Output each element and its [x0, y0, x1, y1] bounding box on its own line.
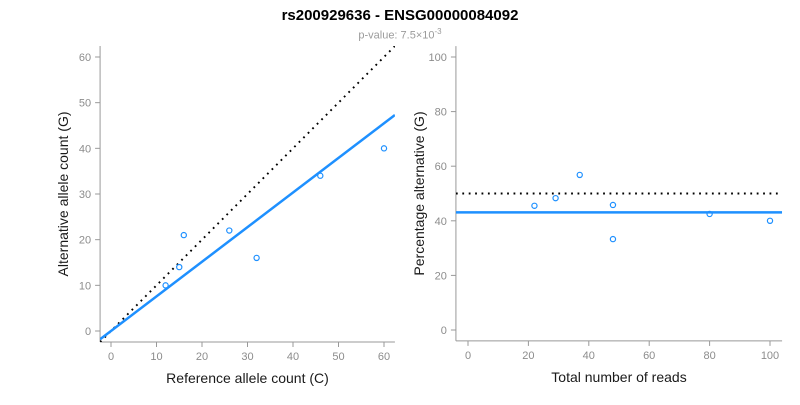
x-tick-label: 10: [150, 351, 162, 363]
data-point: [706, 210, 713, 218]
y-tick-label: 20: [79, 235, 91, 247]
y-tick-label: 0: [85, 326, 91, 338]
x-tick-label: 60: [378, 351, 390, 363]
y-tick-label: 60: [79, 52, 91, 64]
lines-group: [455, 192, 783, 214]
x-tick-label: 40: [583, 350, 595, 362]
right-plot-svg: 0 20 40 60 80 100 0 20 40 60 80 100 Total number of …: [410, 40, 800, 405]
x-axis-title: Reference allele count (C): [166, 370, 329, 386]
data-point: [162, 282, 169, 289]
y-tick-label: 40: [435, 216, 447, 228]
x-tick-label: 30: [241, 351, 253, 363]
left-plot-svg: 0 10 20 30 40 50 60 0 10 20 30 40 50 60 Reference alle…: [0, 40, 410, 405]
x-tick-label: 80: [703, 350, 715, 362]
y-tick-label: 60: [435, 161, 447, 173]
x-tick-label: 20: [522, 350, 534, 362]
data-point: [609, 201, 617, 209]
x-tick-label: 50: [332, 351, 344, 363]
subtitle-base: p-value: 7.5×10: [358, 29, 435, 42]
fit-line: [100, 114, 395, 341]
data-point: [552, 194, 559, 202]
x-tick-label: 60: [643, 350, 655, 362]
data-point: [531, 202, 538, 209]
y-tick-label: 30: [79, 189, 91, 201]
y-tick-label: 50: [79, 98, 91, 110]
y-tick-label: 40: [79, 143, 91, 155]
data-point: [766, 217, 774, 224]
subtitle-exponent: -3: [434, 27, 442, 36]
y-tick-label: 0: [441, 325, 447, 337]
y-axis-title: Alternative allele count (G): [55, 112, 71, 277]
x-tick-label: 100: [761, 350, 779, 362]
y-tick-label: 100: [429, 52, 447, 64]
x-tick-label: 0: [108, 351, 114, 363]
plot-canvas-0: 0 10 20 30 40 50 60 0 10 20 30 40 50 60 Reference alle…: [55, 46, 395, 386]
data-point: [253, 254, 260, 262]
identity-line: [100, 46, 395, 342]
data-point: [609, 235, 617, 243]
x-tick-label: 40: [287, 351, 299, 363]
x-tick-label: 20: [196, 351, 208, 363]
data-point: [180, 231, 187, 239]
figure-title: rs200929636 - ENSG00000084092: [281, 7, 519, 24]
plot-canvas-1: 0 20 40 60 80 100 0 20 40 60 80 100 Total number of …: [411, 46, 783, 385]
y-axis-title: Percentage alternative (G): [411, 111, 427, 275]
x-axis-title: Total number of reads: [551, 369, 686, 385]
data-point: [380, 145, 388, 152]
data-point: [576, 171, 583, 179]
y-tick-label: 10: [79, 280, 91, 292]
x-tick-label: 0: [465, 350, 471, 362]
lines-group: [100, 46, 395, 342]
data-point: [226, 227, 233, 234]
figure-subtitle: p-value: 7.5×10-3: [0, 27, 800, 42]
data-point: [176, 263, 183, 271]
y-tick-label: 20: [435, 270, 447, 282]
data-point: [317, 172, 324, 179]
y-tick-label: 80: [435, 107, 447, 119]
